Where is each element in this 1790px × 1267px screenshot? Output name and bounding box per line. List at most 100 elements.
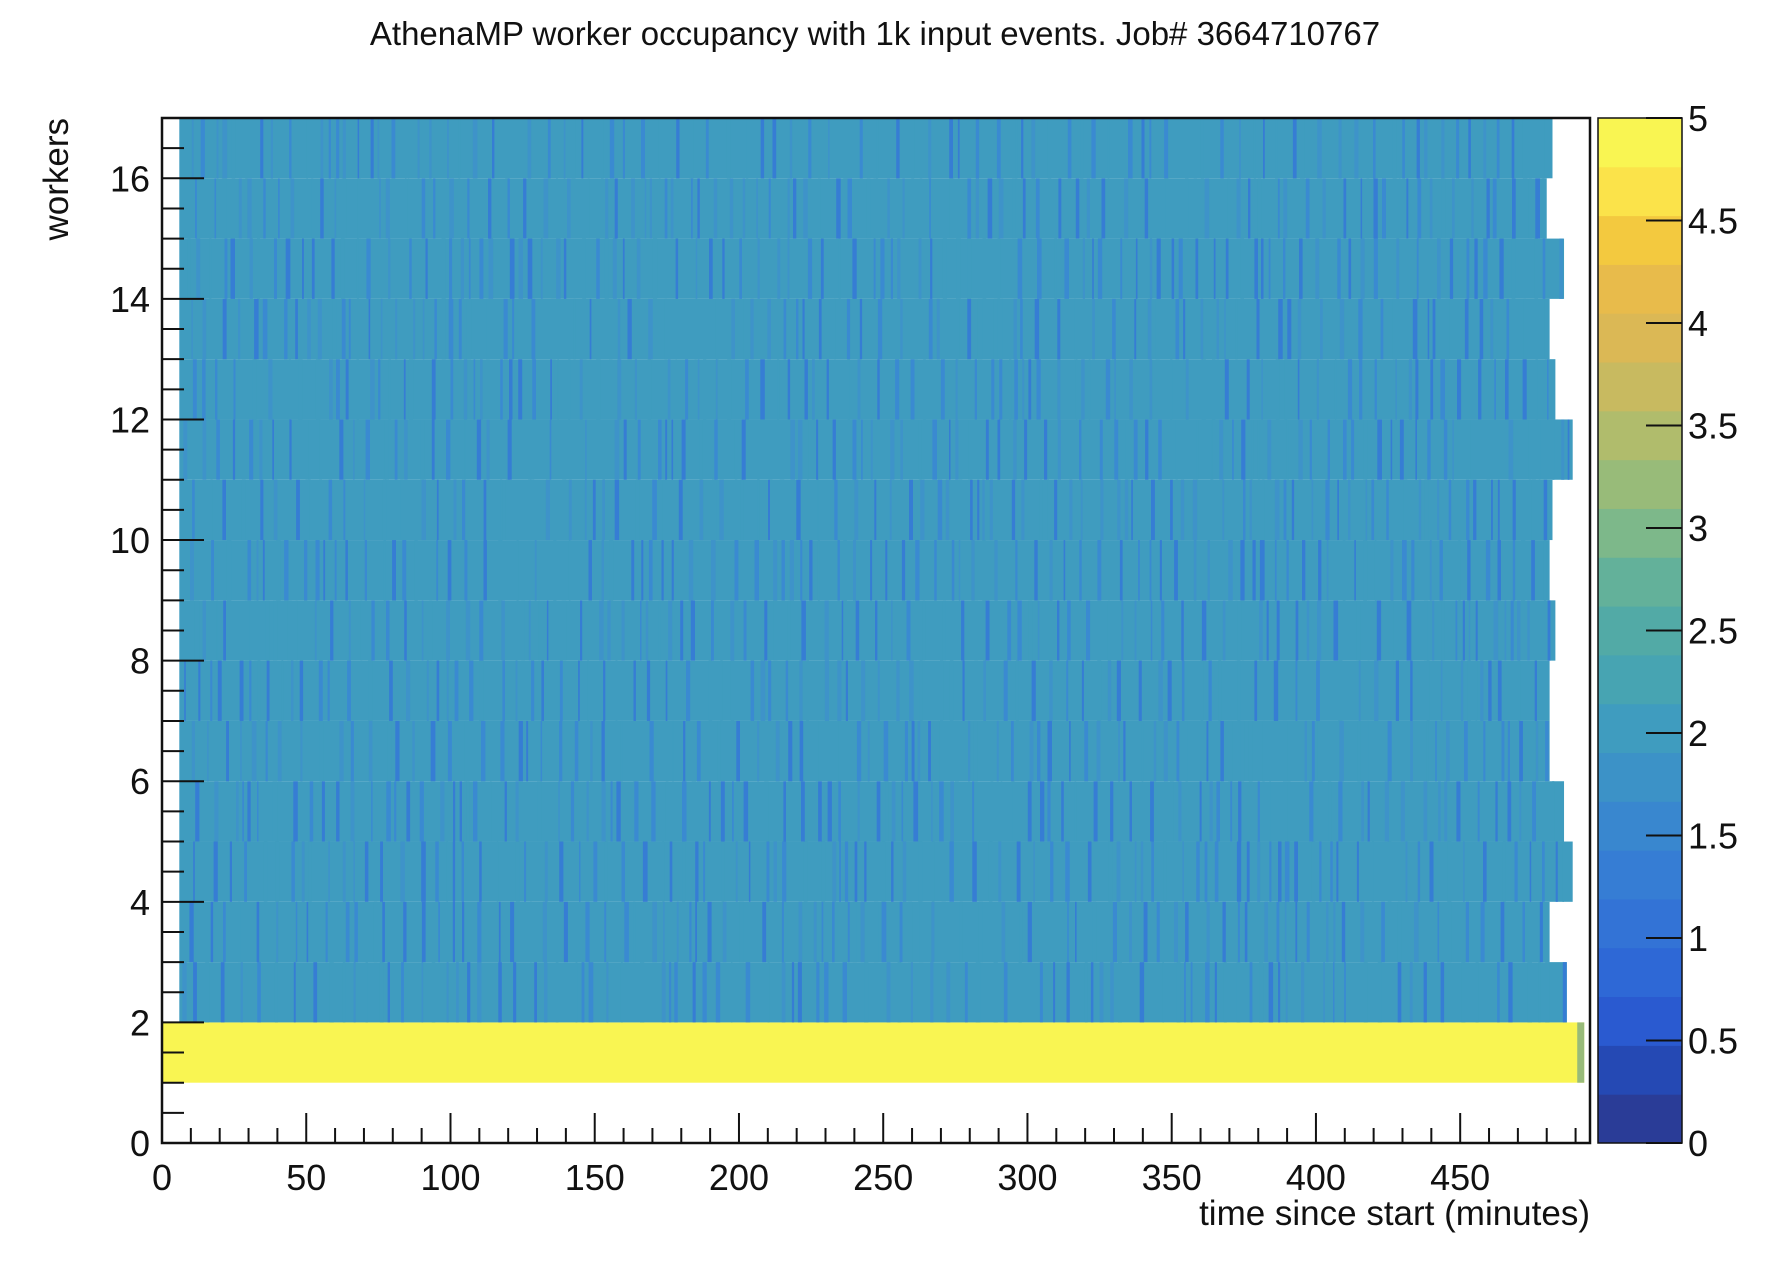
heatmap-stripe (609, 118, 615, 179)
heatmap-stripe (896, 118, 900, 179)
heatmap-stripe (388, 359, 391, 420)
heatmap-stripe (949, 841, 954, 902)
heatmap-stripe (1315, 238, 1320, 299)
heatmap-stripe (1185, 118, 1188, 179)
heatmap-stripe (466, 781, 470, 842)
heatmap-stripe (1058, 178, 1062, 239)
heatmap-stripe (1228, 540, 1233, 601)
heatmap-stripe (818, 781, 822, 842)
heatmap-stripe (971, 540, 975, 601)
heatmap-stripe (1027, 781, 1032, 842)
heatmap-stripe (740, 479, 744, 541)
heatmap-stripe (1158, 660, 1163, 721)
heatmap-stripe (1149, 238, 1153, 299)
heatmap-stripe (1339, 298, 1345, 360)
heatmap-stripe (1001, 298, 1003, 360)
heatmap-stripe (1406, 178, 1409, 239)
heatmap-stripe (386, 600, 390, 661)
heatmap-stripe (1241, 600, 1244, 661)
heatmap-stripe (558, 781, 560, 842)
heatmap-stripe (421, 479, 426, 541)
heatmap-stripe (875, 600, 878, 661)
heatmap-stripe (1013, 419, 1017, 480)
heatmap-stripe (720, 781, 725, 842)
heatmap-stripe (624, 901, 629, 963)
heatmap-stripe (274, 962, 278, 1023)
heatmap-row-worker-1 (162, 1022, 1585, 1083)
heatmap-stripe (777, 238, 781, 299)
heatmap-stripe (348, 600, 351, 661)
heatmap-stripe (1057, 419, 1061, 480)
heatmap-stripe (406, 781, 411, 842)
heatmap-stripe (787, 238, 790, 299)
heatmap-stripe (803, 178, 808, 239)
heatmap-stripe (1305, 178, 1310, 239)
heatmap-stripe (447, 720, 452, 782)
heatmap-stripe (697, 359, 700, 420)
heatmap-stripe (883, 720, 889, 782)
heatmap-stripe (1291, 479, 1295, 541)
heatmap-stripe (1505, 359, 1509, 420)
heatmap-stripe (515, 660, 518, 721)
heatmap-stripe (1143, 901, 1148, 963)
heatmap-stripe (385, 178, 390, 239)
heatmap-stripe (945, 479, 950, 541)
heatmap-stripe (699, 419, 703, 480)
heatmap-stripe (873, 238, 876, 299)
heatmap-stripe (1087, 841, 1092, 902)
heatmap-stripe (371, 781, 373, 842)
colorbar-tick-label: 1 (1688, 918, 1708, 959)
heatmap-stripe (1284, 841, 1290, 902)
heatmap-stripe (859, 298, 863, 360)
colorbar-band (1598, 557, 1682, 607)
heatmap-stripe (691, 781, 696, 842)
heatmap-stripe (1452, 419, 1454, 480)
heatmap-stripe (483, 479, 487, 541)
heatmap-stripe (1220, 720, 1224, 782)
heatmap-stripe (1356, 841, 1359, 902)
heatmap-stripe (955, 419, 959, 480)
heatmap-stripe (463, 359, 468, 420)
heatmap-stripe (901, 540, 906, 601)
heatmap-stripe (1011, 479, 1016, 541)
heatmap-stripe (210, 479, 213, 541)
heatmap-stripe (216, 600, 218, 661)
heatmap-stripe (1441, 118, 1445, 179)
heatmap-stripe (202, 600, 206, 661)
heatmap-stripe (1358, 298, 1363, 360)
heatmap-stripe (222, 298, 227, 360)
heatmap-stripe (1348, 479, 1351, 541)
heatmap-stripe (658, 118, 661, 179)
heatmap-stripe (646, 660, 651, 721)
heatmap-stripe (641, 540, 644, 601)
heatmap-stripe (1562, 841, 1564, 902)
heatmap-stripe (1543, 479, 1548, 541)
heatmap-stripe (1139, 962, 1145, 1023)
heatmap-stripe (1039, 479, 1043, 541)
heatmap-stripe (1377, 962, 1382, 1023)
heatmap-stripe (1361, 781, 1364, 842)
heatmap-stripe (492, 118, 495, 179)
heatmap-stripe (1192, 479, 1198, 541)
heatmap-stripe (1561, 419, 1565, 480)
heatmap-stripe (262, 540, 265, 601)
heatmap-stripe (1088, 359, 1091, 420)
heatmap-stripe (789, 118, 793, 179)
heatmap-stripe (1435, 720, 1437, 782)
heatmap-stripe (226, 720, 229, 782)
heatmap-stripe (900, 419, 903, 480)
heatmap-stripe (634, 359, 637, 420)
heatmap-stripe (779, 479, 785, 541)
heatmap-stripe (210, 901, 214, 963)
heatmap-stripe (1423, 781, 1428, 842)
heatmap-stripe (336, 118, 340, 179)
heatmap-stripe (601, 781, 606, 842)
heatmap-stripe (672, 720, 674, 782)
heatmap-stripe (354, 901, 358, 963)
heatmap-stripe (360, 600, 363, 661)
heatmap-stripe (1184, 962, 1186, 1023)
heatmap-stripe (1069, 479, 1073, 541)
heatmap-stripe (897, 238, 901, 299)
heatmap-stripe (254, 600, 258, 661)
heatmap-stripe (438, 901, 440, 963)
